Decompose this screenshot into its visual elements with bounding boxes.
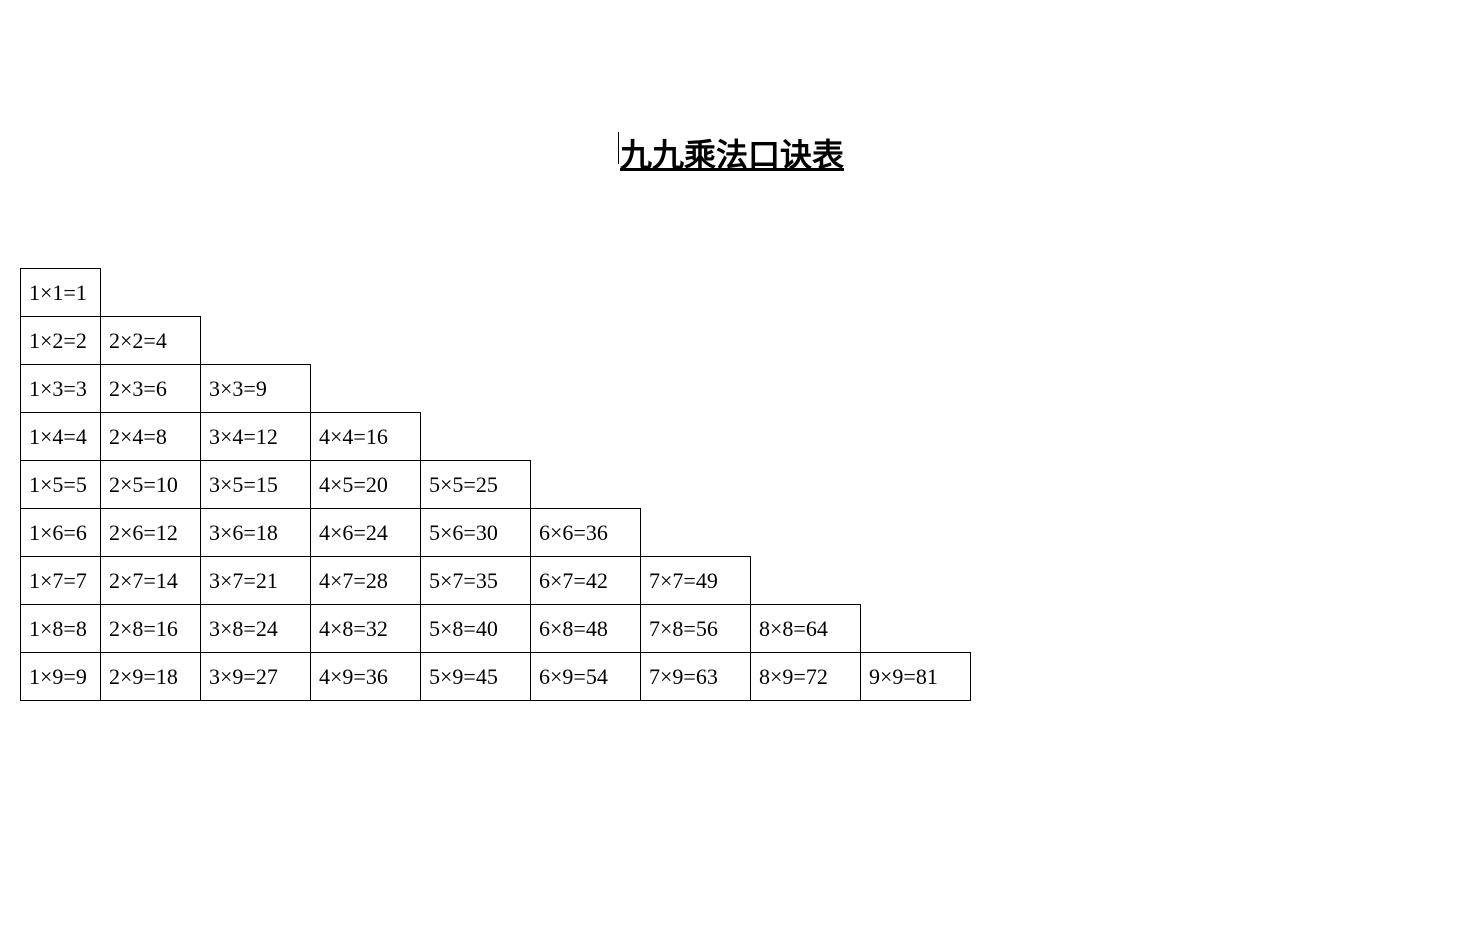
table-cell: 1×5=5 <box>21 461 101 509</box>
table-row: 1×1=1 <box>21 269 971 317</box>
table-cell: 6×6=36 <box>531 509 641 557</box>
table-cell: 4×6=24 <box>311 509 421 557</box>
table-cell-empty <box>861 461 971 509</box>
table-cell: 3×9=27 <box>201 653 311 701</box>
table-cell-empty <box>311 317 421 365</box>
table-cell-empty <box>531 269 641 317</box>
table-cell: 1×2=2 <box>21 317 101 365</box>
table-cell: 5×9=45 <box>421 653 531 701</box>
table-row: 1×8=8 2×8=16 3×8=24 4×8=32 5×8=40 6×8=48… <box>21 605 971 653</box>
table-cell: 2×4=8 <box>101 413 201 461</box>
table-cell-empty <box>751 509 861 557</box>
table-cell-empty <box>641 509 751 557</box>
table-cell: 4×4=16 <box>311 413 421 461</box>
table-cell: 5×8=40 <box>421 605 531 653</box>
table-cell: 5×7=35 <box>421 557 531 605</box>
table-cell: 2×2=4 <box>101 317 201 365</box>
table-cell: 1×9=9 <box>21 653 101 701</box>
multiplication-table: 1×1=1 1×2=2 2×2=4 1×3=3 2×3=6 3×3=9 <box>20 268 971 701</box>
multiplication-table-container: 1×1=1 1×2=2 2×2=4 1×3=3 2×3=6 3×3=9 <box>20 268 971 701</box>
table-cell: 3×7=21 <box>201 557 311 605</box>
table-cell-empty <box>421 269 531 317</box>
table-cell: 5×6=30 <box>421 509 531 557</box>
table-cell: 1×8=8 <box>21 605 101 653</box>
table-cell-empty <box>861 269 971 317</box>
table-cell-empty <box>311 269 421 317</box>
table-cell: 7×7=49 <box>641 557 751 605</box>
table-cell: 1×3=3 <box>21 365 101 413</box>
table-cell: 2×3=6 <box>101 365 201 413</box>
table-cell-empty <box>641 413 751 461</box>
table-cell-empty <box>311 365 421 413</box>
table-cell-empty <box>641 269 751 317</box>
table-cell-empty <box>751 269 861 317</box>
table-cell: 1×6=6 <box>21 509 101 557</box>
table-cell-empty <box>861 509 971 557</box>
table-cell: 6×8=48 <box>531 605 641 653</box>
table-cell-empty <box>751 461 861 509</box>
table-cell: 3×3=9 <box>201 365 311 413</box>
table-cell: 3×6=18 <box>201 509 311 557</box>
table-cell-empty <box>101 269 201 317</box>
table-cell: 7×8=56 <box>641 605 751 653</box>
table-cell-empty <box>861 557 971 605</box>
table-cell: 2×7=14 <box>101 557 201 605</box>
table-cell-empty <box>421 317 531 365</box>
table-cell-empty <box>641 365 751 413</box>
table-row: 1×9=9 2×9=18 3×9=27 4×9=36 5×9=45 6×9=54… <box>21 653 971 701</box>
table-cell-empty <box>861 365 971 413</box>
table-cell: 6×9=54 <box>531 653 641 701</box>
table-cell: 3×8=24 <box>201 605 311 653</box>
table-cell-empty <box>751 365 861 413</box>
page-title: 九九乘法口诀表 <box>620 130 844 176</box>
table-cell-empty <box>531 365 641 413</box>
table-cell-empty <box>861 413 971 461</box>
table-cell-empty <box>421 413 531 461</box>
table-cell: 8×9=72 <box>751 653 861 701</box>
table-cell-empty <box>751 317 861 365</box>
table-cell-empty <box>201 269 311 317</box>
table-cell: 5×5=25 <box>421 461 531 509</box>
table-cell: 4×7=28 <box>311 557 421 605</box>
table-row: 1×6=6 2×6=12 3×6=18 4×6=24 5×6=30 6×6=36 <box>21 509 971 557</box>
table-cell: 1×7=7 <box>21 557 101 605</box>
table-cell: 9×9=81 <box>861 653 971 701</box>
table-cell: 2×6=12 <box>101 509 201 557</box>
table-row: 1×4=4 2×4=8 3×4=12 4×4=16 <box>21 413 971 461</box>
table-cell: 2×8=16 <box>101 605 201 653</box>
table-cell: 7×9=63 <box>641 653 751 701</box>
table-cell: 4×9=36 <box>311 653 421 701</box>
table-cell-empty <box>641 461 751 509</box>
table-cell-empty <box>531 317 641 365</box>
table-row: 1×5=5 2×5=10 3×5=15 4×5=20 5×5=25 <box>21 461 971 509</box>
table-cell: 1×1=1 <box>21 269 101 317</box>
table-cell-empty <box>531 413 641 461</box>
table-cell-empty <box>861 605 971 653</box>
table-row: 1×7=7 2×7=14 3×7=21 4×7=28 5×7=35 6×7=42… <box>21 557 971 605</box>
table-cell-empty <box>751 557 861 605</box>
table-cell: 2×5=10 <box>101 461 201 509</box>
table-cell: 3×5=15 <box>201 461 311 509</box>
table-cell-empty <box>421 365 531 413</box>
table-cell: 3×4=12 <box>201 413 311 461</box>
table-row: 1×2=2 2×2=4 <box>21 317 971 365</box>
table-row: 1×3=3 2×3=6 3×3=9 <box>21 365 971 413</box>
table-cell: 2×9=18 <box>101 653 201 701</box>
table-cell-empty <box>641 317 751 365</box>
table-cell: 4×5=20 <box>311 461 421 509</box>
table-cell: 8×8=64 <box>751 605 861 653</box>
table-cell-empty <box>751 413 861 461</box>
table-cell: 6×7=42 <box>531 557 641 605</box>
table-cell: 1×4=4 <box>21 413 101 461</box>
table-cell-empty <box>201 317 311 365</box>
table-cell: 4×8=32 <box>311 605 421 653</box>
table-cell-empty <box>861 317 971 365</box>
table-cell-empty <box>531 461 641 509</box>
